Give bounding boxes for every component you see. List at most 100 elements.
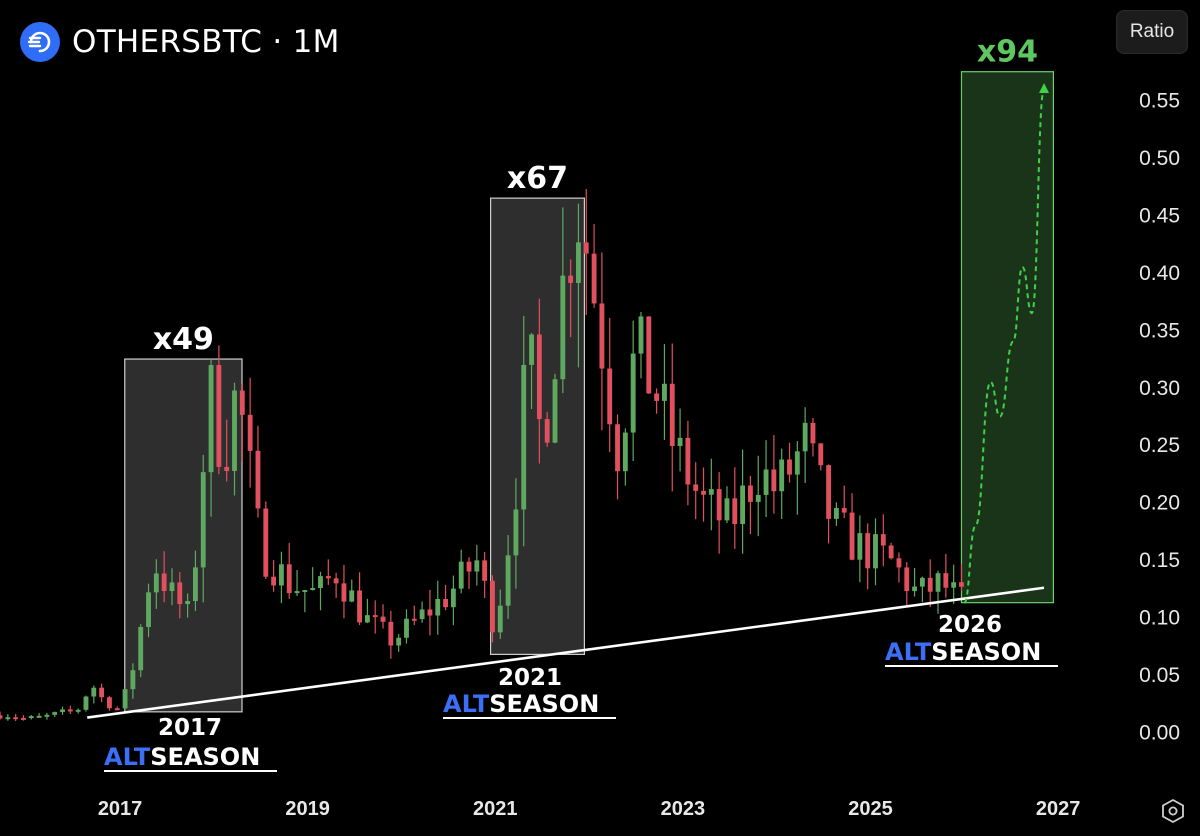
candle-body [67,709,73,712]
ratio-scale-button[interactable]: Ratio [1116,10,1188,54]
candle-body [810,422,816,444]
candle-body [630,353,636,433]
candle-body [310,588,316,591]
candle-body [302,590,308,593]
candle-body [192,567,198,602]
candle-body [208,365,214,473]
x-tick-label: 2023 [661,798,706,820]
candle-body [60,709,65,713]
y-tick-label: 0.45 [1139,204,1180,227]
y-tick-label: 0.50 [1139,147,1180,170]
candle-body [826,465,832,519]
candle-body [896,558,902,568]
candle-body [458,561,464,589]
candle-body [568,275,574,283]
candle-body [912,586,918,592]
candle-body [677,437,683,447]
candle-body [200,472,206,568]
altseason-label-0: ALTSEASON [104,743,260,771]
candle-body [122,689,128,709]
y-tick-label: 0.15 [1139,549,1180,572]
candle-body [583,242,589,254]
candle-body [278,564,284,586]
altseason-label-2: ALTSEASON [885,638,1041,666]
season-word: SEASON [931,638,1041,666]
candle-body [138,626,144,671]
y-tick-label: 0.20 [1139,492,1180,515]
candle-body [435,598,441,616]
candle-body [701,490,706,495]
candle-body [622,432,628,472]
candle-body [849,512,855,560]
candle-body [216,365,222,467]
candle-body [536,334,542,420]
candle-body [161,573,167,592]
support-trendline [87,586,1045,719]
season-year-1: 2021 [498,665,562,691]
candle-body [341,583,347,602]
candle-body [325,576,331,579]
candle-body [873,534,878,569]
settings-hexagon-icon[interactable] [1160,798,1186,824]
candle-body [904,567,910,592]
season-word: SEASON [489,690,599,718]
candle-body [349,590,355,602]
y-tick-label: 0.55 [1139,89,1180,112]
season-word: SEASON [150,743,260,771]
candle-body [794,451,800,475]
candle-body [951,582,957,588]
candle-body [450,588,456,608]
candle-body [255,450,261,509]
candle-body [529,334,534,365]
x-tick-label: 2021 [473,798,518,820]
symbol-title: OTHERSBTC · 1M [72,24,340,60]
candle-body [779,459,785,492]
y-tick-label: 0.30 [1139,377,1180,400]
candle-body [28,716,34,719]
multiplier-label-2: x94 [977,35,1038,70]
x-tick-label: 2027 [1036,798,1081,820]
multiplier-label-0: x49 [153,322,214,357]
alt-word: ALT [104,743,151,771]
candle-body [286,564,292,594]
projection-path [963,87,1046,604]
candle-body [271,576,277,586]
candle-body [333,578,339,584]
candle-body [818,443,824,466]
y-tick-label: 0.35 [1139,319,1180,342]
candle-body [685,437,691,485]
candle-body [943,573,949,588]
chart-header: OTHERSBTC · 1M [20,20,340,64]
candle-body [841,508,847,513]
candle-body [107,697,112,709]
candle-body [83,696,89,710]
candle-body [755,494,761,502]
candle-body [247,414,253,451]
candle-body [662,383,667,401]
y-tick-label: 0.40 [1139,262,1180,285]
x-tick-label: 2025 [848,798,893,820]
candle-body [380,616,386,622]
candle-body [177,582,183,605]
candle-body [232,390,237,471]
candle-body [404,618,409,638]
candle-body [5,717,11,720]
candle-body [927,577,933,592]
highlight-box-2 [960,71,1055,604]
candle-body [99,687,105,698]
candle-body [544,419,550,443]
candle-body [771,469,777,492]
candle-body [13,717,19,720]
candle-body [490,580,495,633]
candle-body [318,576,323,589]
candle-body [185,601,191,605]
alt-word: ALT [885,638,932,666]
candle-body [294,591,300,594]
candle-body [505,555,511,606]
logo-icon [20,22,60,62]
candle-body [443,598,448,608]
candle-body [419,609,425,620]
candle-body [153,573,159,593]
candle-body [740,485,746,525]
